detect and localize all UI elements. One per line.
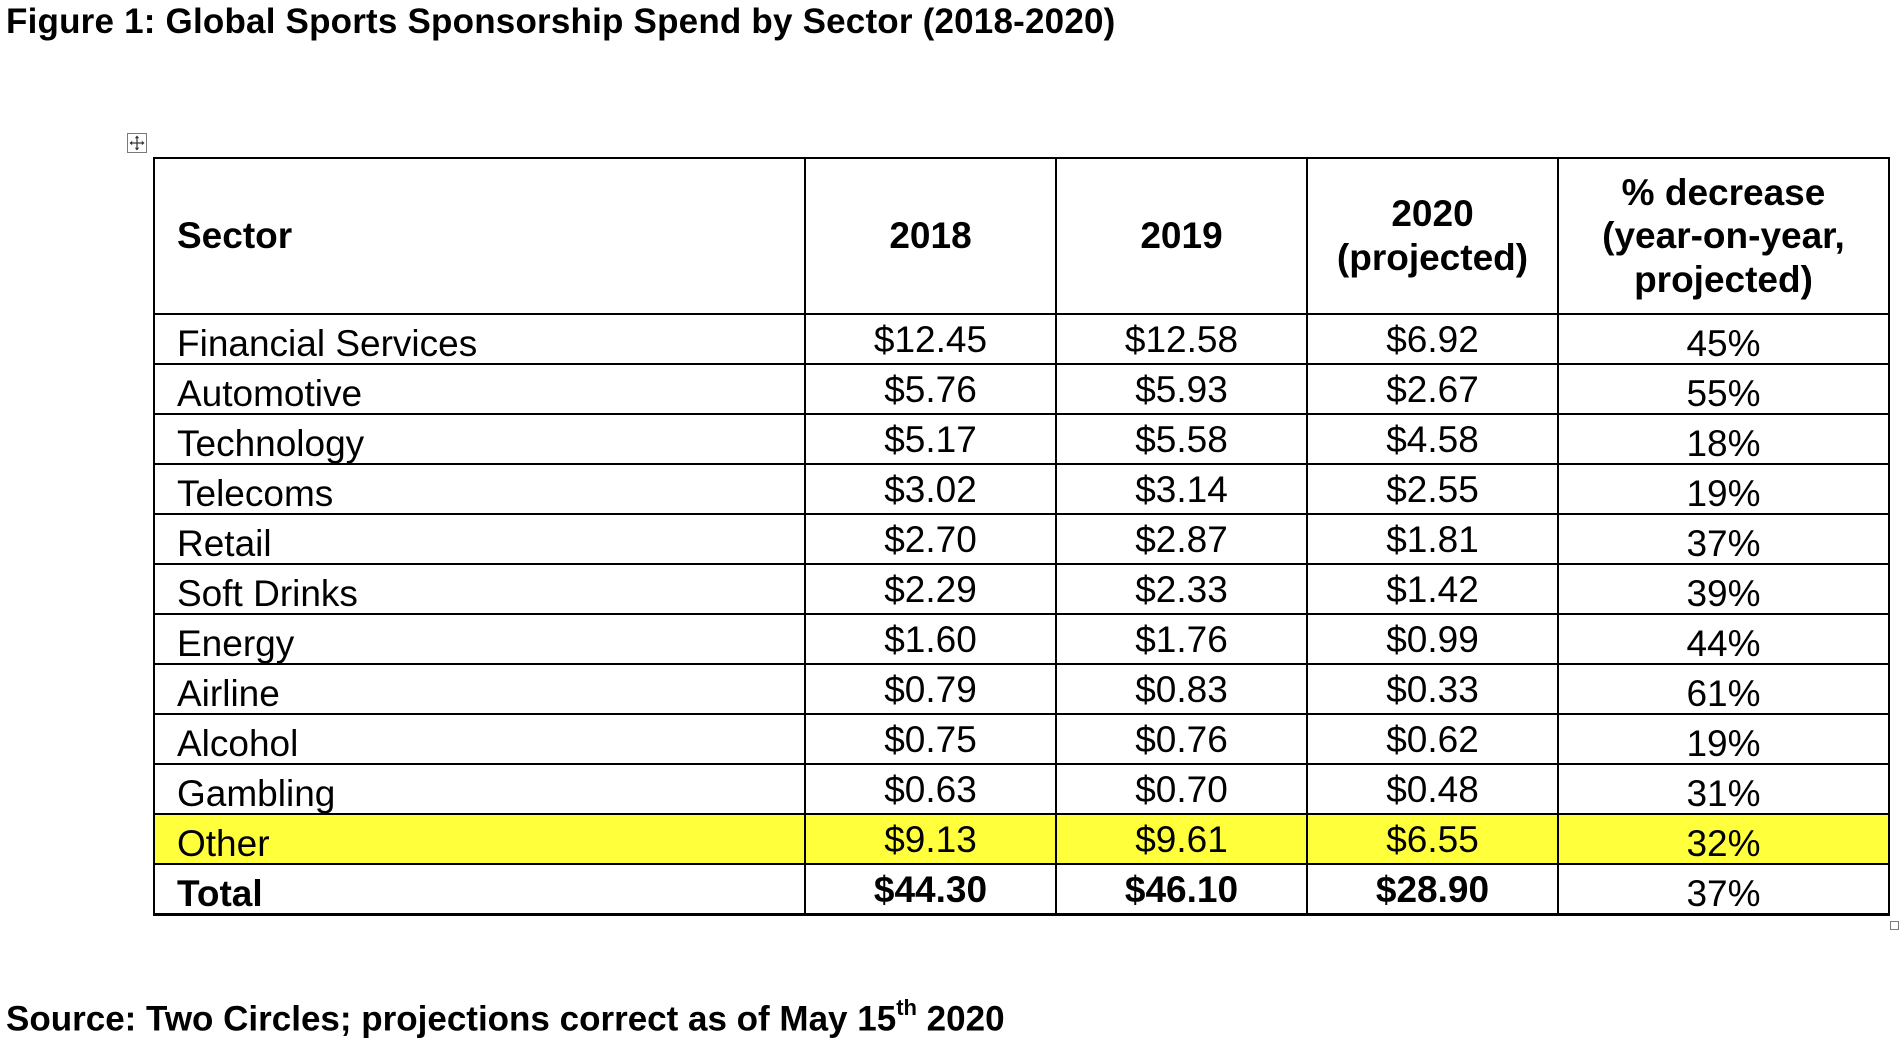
value-2018-cell: $3.02 [804, 463, 1057, 515]
total-2018-cell: $44.30 [804, 863, 1057, 916]
header-pct-line3: projected) [1634, 258, 1813, 300]
value-2020-cell: $0.62 [1306, 713, 1559, 765]
percent-decrease-cell: 45% [1557, 313, 1890, 365]
value-2018-cell: $0.75 [804, 713, 1057, 765]
source-text: Source: Two Circles; projections correct… [6, 999, 897, 1039]
value-2019-cell: $2.33 [1055, 563, 1308, 615]
header-pct-line2: (year-on-year, [1602, 215, 1845, 257]
header-2018: 2018 [804, 157, 1057, 315]
header-percent-decrease: % decrease (year-on-year, projected) [1557, 157, 1890, 315]
source-superscript: th [896, 995, 917, 1020]
sector-cell: Soft Drinks [153, 563, 806, 615]
table-row: Gambling $0.63 $0.70 $0.48 31% [153, 763, 1890, 815]
sector-cell: Airline [153, 663, 806, 715]
total-2020-cell: $28.90 [1306, 863, 1559, 916]
total-label-cell: Total [153, 863, 806, 916]
source-year: 2020 [916, 999, 1005, 1039]
header-2020-projected: 2020 (projected) [1306, 157, 1559, 315]
value-2018-cell: $0.79 [804, 663, 1057, 715]
sector-cell: Energy [153, 613, 806, 665]
table-row: Alcohol $0.75 $0.76 $0.62 19% [153, 713, 1890, 765]
value-2020-cell: $0.99 [1306, 613, 1559, 665]
value-2018-cell: $0.63 [804, 763, 1057, 815]
value-2018-cell: $5.76 [804, 363, 1057, 415]
value-2018-cell: $5.17 [804, 413, 1057, 465]
percent-decrease-cell: 32% [1557, 813, 1890, 865]
sector-cell: Alcohol [153, 713, 806, 765]
value-2018-cell: $9.13 [804, 813, 1057, 865]
table-row: Financial Services $12.45 $12.58 $6.92 4… [153, 313, 1890, 365]
sector-cell: Technology [153, 413, 806, 465]
value-2018-cell: $1.60 [804, 613, 1057, 665]
figure-title: Figure 1: Global Sports Sponsorship Spen… [6, 2, 1116, 41]
table-row: Energy $1.60 $1.76 $0.99 44% [153, 613, 1890, 665]
table-row: Technology $5.17 $5.58 $4.58 18% [153, 413, 1890, 465]
sector-cell: Other [153, 813, 806, 865]
table-row: Soft Drinks $2.29 $2.33 $1.42 39% [153, 563, 1890, 615]
value-2019-cell: $12.58 [1055, 313, 1308, 365]
value-2020-cell: $6.55 [1306, 813, 1559, 865]
percent-decrease-cell: 19% [1557, 463, 1890, 515]
table-row: Retail $2.70 $2.87 $1.81 37% [153, 513, 1890, 565]
percent-decrease-cell: 61% [1557, 663, 1890, 715]
value-2020-cell: $0.48 [1306, 763, 1559, 815]
value-2019-cell: $3.14 [1055, 463, 1308, 515]
value-2020-cell: $2.55 [1306, 463, 1559, 515]
sector-cell: Gambling [153, 763, 806, 815]
header-pct-line1: % decrease [1621, 171, 1826, 213]
value-2018-cell: $2.70 [804, 513, 1057, 565]
value-2018-cell: $2.29 [804, 563, 1057, 615]
sector-cell: Retail [153, 513, 806, 565]
value-2019-cell: $5.58 [1055, 413, 1308, 465]
value-2019-cell: $5.93 [1055, 363, 1308, 415]
value-2019-cell: $2.87 [1055, 513, 1308, 565]
header-2020-line2: (projected) [1336, 237, 1529, 278]
sponsorship-table: Sector 2018 2019 2020 (projected) % decr… [153, 157, 1890, 916]
percent-decrease-cell: 39% [1557, 563, 1890, 615]
resize-handle-icon[interactable] [1890, 921, 1899, 930]
percent-decrease-cell: 37% [1557, 513, 1890, 565]
value-2020-cell: $0.33 [1306, 663, 1559, 715]
value-2019-cell: $9.61 [1055, 813, 1308, 865]
percent-decrease-cell: 19% [1557, 713, 1890, 765]
value-2019-cell: $0.70 [1055, 763, 1308, 815]
value-2019-cell: $0.76 [1055, 713, 1308, 765]
table-header-row: Sector 2018 2019 2020 (projected) % decr… [153, 157, 1890, 315]
table-row: Airline $0.79 $0.83 $0.33 61% [153, 663, 1890, 715]
sector-cell: Automotive [153, 363, 806, 415]
total-percent-cell: 37% [1557, 863, 1890, 916]
value-2019-cell: $0.83 [1055, 663, 1308, 715]
value-2020-cell: $4.58 [1306, 413, 1559, 465]
sector-cell: Financial Services [153, 313, 806, 365]
value-2020-cell: $1.81 [1306, 513, 1559, 565]
percent-decrease-cell: 55% [1557, 363, 1890, 415]
percent-decrease-cell: 44% [1557, 613, 1890, 665]
value-2020-cell: $1.42 [1306, 563, 1559, 615]
value-2020-cell: $6.92 [1306, 313, 1559, 365]
table-row-highlighted: Other $9.13 $9.61 $6.55 32% [153, 813, 1890, 865]
percent-decrease-cell: 31% [1557, 763, 1890, 815]
table-row: Automotive $5.76 $5.93 $2.67 55% [153, 363, 1890, 415]
table-row: Telecoms $3.02 $3.14 $2.55 19% [153, 463, 1890, 515]
sector-cell: Telecoms [153, 463, 806, 515]
source-note: Source: Two Circles; projections correct… [6, 995, 1005, 1040]
header-sector: Sector [153, 157, 806, 315]
percent-decrease-cell: 18% [1557, 413, 1890, 465]
value-2019-cell: $1.76 [1055, 613, 1308, 665]
header-2019: 2019 [1055, 157, 1308, 315]
header-2020-line1: 2020 [1391, 193, 1474, 235]
table-total-row: Total $44.30 $46.10 $28.90 37% [153, 863, 1890, 916]
value-2018-cell: $12.45 [804, 313, 1057, 365]
total-2019-cell: $46.10 [1055, 863, 1308, 916]
move-arrows-icon[interactable] [127, 133, 147, 153]
value-2020-cell: $2.67 [1306, 363, 1559, 415]
